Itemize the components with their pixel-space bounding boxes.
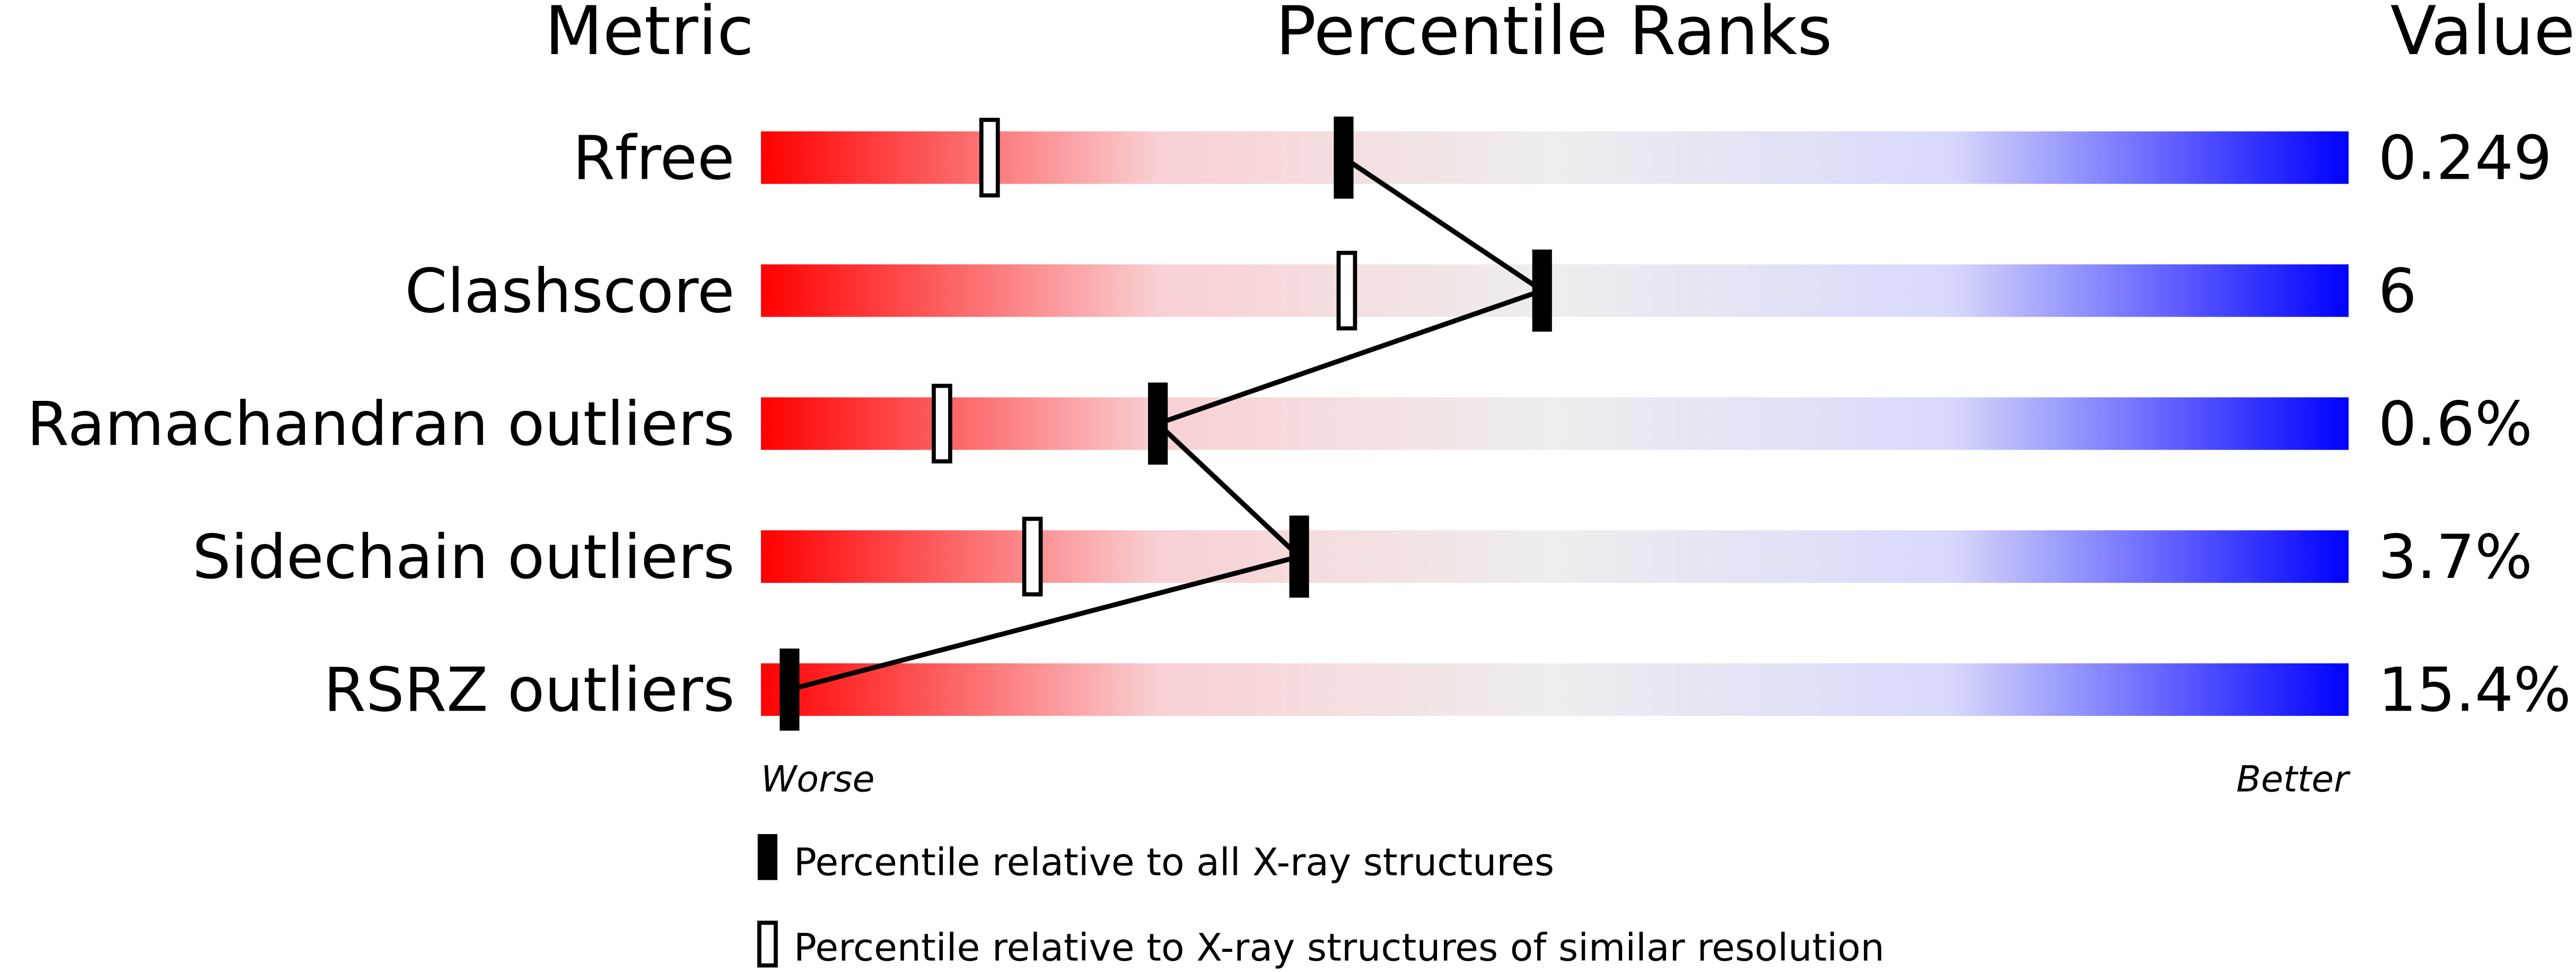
- metric-label: Ramachandran outliers: [27, 389, 735, 460]
- marker-all-structures: [1532, 249, 1552, 332]
- metric-label: Rfree: [573, 123, 734, 194]
- legend-filled-marker: [757, 834, 778, 880]
- marker-similar-resolution: [932, 383, 952, 463]
- header-metric: Metric: [545, 0, 754, 70]
- legend-open-marker: [757, 921, 778, 968]
- metric-value: 0.249: [2378, 123, 2552, 194]
- percentile-bar: [761, 530, 2349, 583]
- metric-value: 15.4%: [2378, 655, 2571, 726]
- legend-similar-label: Percentile relative to X-ray structures …: [794, 925, 1885, 969]
- marker-all-structures: [1289, 515, 1309, 598]
- marker-all-structures: [1334, 116, 1354, 199]
- marker-all-structures: [1148, 382, 1168, 465]
- metric-label: RSRZ outliers: [323, 655, 734, 726]
- connector-line: [1156, 422, 1301, 559]
- percentile-bar: [761, 131, 2349, 184]
- marker-similar-resolution: [1022, 516, 1043, 597]
- connector-line: [1342, 155, 1544, 293]
- marker-similar-resolution: [979, 118, 1000, 198]
- metric-label: Clashscore: [405, 256, 734, 327]
- axis-label-better: Better: [2236, 758, 2351, 800]
- percentile-bar: [761, 264, 2349, 317]
- header-percentile: Percentile Ranks: [1276, 0, 1833, 70]
- connector-line: [788, 554, 1300, 692]
- axis-label-worse: Worse: [761, 758, 874, 800]
- marker-similar-resolution: [1336, 250, 1357, 331]
- legend-all-label: Percentile relative to all X-ray structu…: [794, 840, 1554, 884]
- metric-label: Sidechain outliers: [192, 522, 735, 593]
- metric-value: 0.6%: [2378, 389, 2533, 460]
- metric-value: 3.7%: [2378, 522, 2533, 593]
- percentile-bar: [761, 397, 2349, 450]
- metric-value: 6: [2378, 256, 2417, 327]
- header-value: Value: [2390, 0, 2575, 70]
- percentile-bar: [761, 663, 2349, 716]
- connector-line: [1157, 288, 1543, 426]
- marker-all-structures: [779, 649, 800, 731]
